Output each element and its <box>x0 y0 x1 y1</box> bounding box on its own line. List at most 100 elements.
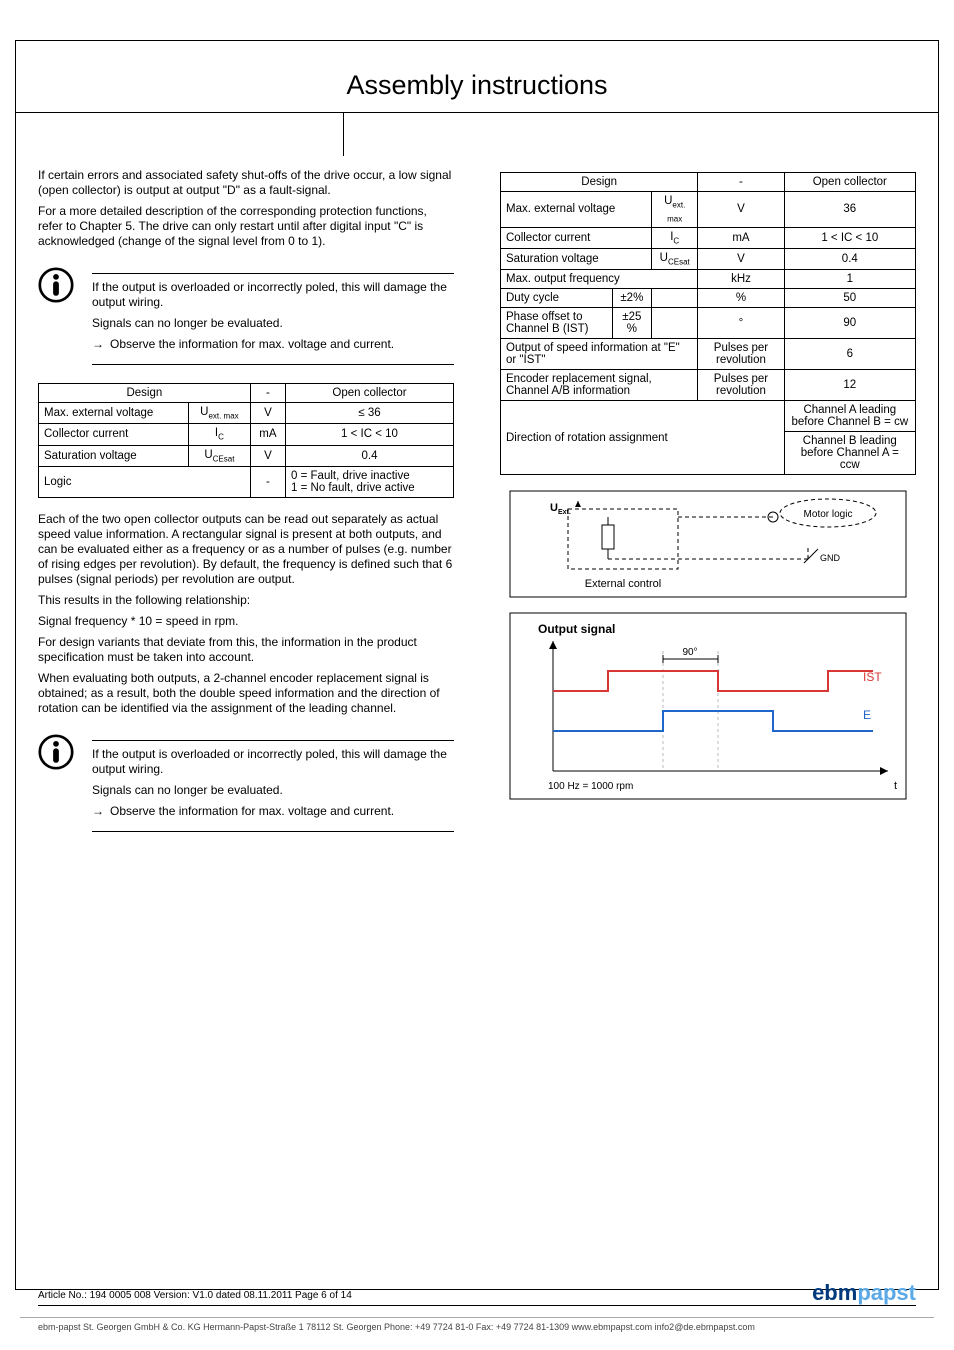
td: Encoder replacement signal, Channel A/B … <box>501 370 698 401</box>
figure-output-signal: Output signal 90° IST E 100 Hz = 1000 rp… <box>500 611 916 801</box>
td <box>652 308 698 339</box>
th: Open collector <box>784 173 915 192</box>
td: 36 <box>784 192 915 228</box>
logo-ebm: ebm <box>812 1280 857 1305</box>
td: Collector current <box>501 227 652 248</box>
td: Output of speed information at "E" or "I… <box>501 339 698 370</box>
right-column: Design - Open collector Max. external vo… <box>500 168 916 850</box>
info-text: Observe the information for max. voltage… <box>92 804 454 819</box>
fig-label: External control <box>585 578 661 590</box>
info-text: If the output is overloaded or incorrect… <box>92 280 454 310</box>
th: - <box>698 173 784 192</box>
fig-title: Output signal <box>538 622 615 636</box>
fig-label: GND <box>820 553 841 563</box>
td: Phase offset to Channel B (IST) <box>501 308 613 339</box>
td: 0.4 <box>784 248 915 269</box>
para: This results in the following relationsh… <box>38 593 454 608</box>
fig-label: UExt. <box>550 502 571 516</box>
fig-label: E <box>863 708 871 722</box>
td: 1 < IC < 10 <box>784 227 915 248</box>
td: Max. output frequency <box>501 270 698 289</box>
th: Design <box>39 384 251 403</box>
fig-label: t <box>894 780 897 792</box>
footer-rule <box>38 1305 916 1306</box>
info-icon <box>38 734 74 770</box>
td: Channel A leading before Channel B = cw <box>784 401 915 432</box>
td: Direction of rotation assignment <box>501 401 785 475</box>
td: ° <box>698 308 784 339</box>
td: UCEsat <box>652 248 698 269</box>
td: Channel B leading before Channel A = ccw <box>784 432 915 475</box>
info-box: If the output is overloaded or incorrect… <box>38 267 454 365</box>
td: V <box>250 445 285 466</box>
para: Signal frequency * 10 = speed in rpm. <box>38 614 454 629</box>
header: Assembly instructions <box>15 60 939 119</box>
info-text: Signals can no longer be evaluated. <box>92 316 454 331</box>
para: If certain errors and associated safety … <box>38 168 454 198</box>
td: mA <box>698 227 784 248</box>
info-text: Observe the information for max. voltage… <box>92 337 454 352</box>
td: 0 = Fault, drive inactive 1 = No fault, … <box>286 466 454 497</box>
para: Each of the two open collector outputs c… <box>38 512 454 587</box>
td: Max. external voltage <box>39 403 189 424</box>
table-design-1: Design - Open collector Max. external vo… <box>38 383 454 498</box>
td: V <box>250 403 285 424</box>
td: Pulses per revolution <box>698 339 784 370</box>
fig-label: 100 Hz = 1000 rpm <box>548 781 633 792</box>
para: When evaluating both outputs, a 2-channe… <box>38 671 454 716</box>
td: Saturation voltage <box>39 445 189 466</box>
td: 1 < IC < 10 <box>286 424 454 445</box>
fig-label: 90° <box>682 647 697 658</box>
footer-company: ebm-papst St. Georgen GmbH & Co. KG Herm… <box>20 1317 934 1332</box>
footer-meta: Article No.: 194 0005 008 Version: V1.0 … <box>38 1290 352 1301</box>
info-text: Signals can no longer be evaluated. <box>92 783 454 798</box>
td: 6 <box>784 339 915 370</box>
th: - <box>250 384 285 403</box>
td: kHz <box>698 270 784 289</box>
figure-circuit: Motor logic UExt. GND External control <box>500 489 916 599</box>
header-vrule <box>343 112 344 156</box>
td: mA <box>250 424 285 445</box>
td: Logic <box>39 466 251 497</box>
content-area: If certain errors and associated safety … <box>38 168 916 850</box>
info-body: If the output is overloaded or incorrect… <box>92 740 454 832</box>
td: ±2% <box>612 289 651 308</box>
td: Saturation voltage <box>501 248 652 269</box>
logo: ebmpapst <box>812 1280 916 1306</box>
td: V <box>698 248 784 269</box>
td <box>652 289 698 308</box>
td: 50 <box>784 289 915 308</box>
td: UCEsat <box>189 445 251 466</box>
td: Uext. max <box>189 403 251 424</box>
left-column: If certain errors and associated safety … <box>38 168 454 850</box>
td: Collector current <box>39 424 189 445</box>
logo-papst: papst <box>857 1280 916 1305</box>
td: Pulses per revolution <box>698 370 784 401</box>
td: 12 <box>784 370 915 401</box>
td: % <box>698 289 784 308</box>
td: V <box>698 192 784 228</box>
td: - <box>250 466 285 497</box>
td: ±25 % <box>612 308 651 339</box>
td: IC <box>189 424 251 445</box>
info-body: If the output is overloaded or incorrect… <box>92 273 454 365</box>
header-rule <box>15 112 939 113</box>
td: Duty cycle <box>501 289 613 308</box>
th: Design <box>501 173 698 192</box>
td: ≤ 36 <box>286 403 454 424</box>
fig-label: IST <box>863 670 882 684</box>
td: Uext. max <box>652 192 698 228</box>
info-text: If the output is overloaded or incorrect… <box>92 747 454 777</box>
td: 90 <box>784 308 915 339</box>
fig-label: Motor logic <box>804 509 853 520</box>
doc-title: Assembly instructions <box>316 60 637 119</box>
th: Open collector <box>286 384 454 403</box>
td: 0.4 <box>286 445 454 466</box>
info-box: If the output is overloaded or incorrect… <box>38 734 454 832</box>
table-design-2: Design - Open collector Max. external vo… <box>500 172 916 475</box>
info-icon <box>38 267 74 303</box>
para: For a more detailed description of the c… <box>38 204 454 249</box>
para: For design variants that deviate from th… <box>38 635 454 665</box>
footer: Article No.: 194 0005 008 Version: V1.0 … <box>38 1290 916 1310</box>
td: IC <box>652 227 698 248</box>
